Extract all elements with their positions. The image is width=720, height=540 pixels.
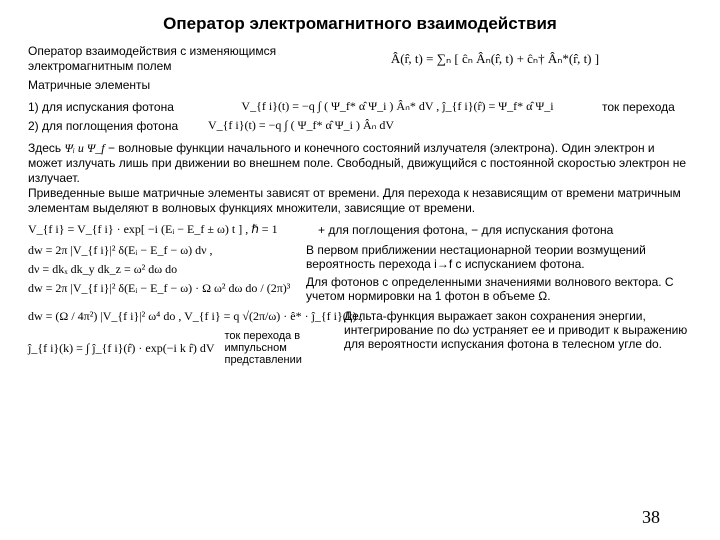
matrix-item1-note: ток перехода (602, 100, 692, 114)
matrix-item1-eq: V_{f i}(t) = −q ∫ ( Ψ_f* α̂ Ψ_i ) Âₙ* dV… (203, 99, 592, 114)
prob-text1: В первом приближении нестационарной теор… (306, 243, 692, 271)
intro-equation: Â(r̂, t) = ∑ₙ [ ĉₙ Âₙ(r̂, t) + ĉₙ† Âₙ*(r… (298, 51, 692, 67)
final-eq-j: ĵ_{f i}(k) = ∫ ĵ_{f i}(r̂) · exp(−i k r̂… (28, 341, 214, 356)
intro-text: Оператор взаимодействия с изменяющимся э… (28, 44, 288, 74)
matrix-item2-label: 2) для поглощения фотона (28, 119, 198, 133)
prob-eq-dw1: dw = 2π |V_{f i}|² δ(Eᵢ − E_f − ω) dν , (28, 243, 290, 258)
prob-eq-dnu: dν = dkₓ dk_y dk_z = ω² dω do (28, 262, 290, 277)
paragraph-timedep: Приведенные выше матричные элементы зави… (28, 186, 692, 216)
matrix-item2-eq: V_{f i}(t) = −q ∫ ( Ψ_f* α̂ Ψ_i ) Âₙ dV (208, 118, 394, 133)
matrix-item1-label: 1) для испускания фотона (28, 100, 193, 114)
matrix-heading: Матричные элементы (28, 78, 692, 93)
timefactor-note: + для поглощения фотона, − для испускани… (318, 223, 613, 237)
page-title: Оператор электромагнитного взаимодействи… (28, 14, 692, 34)
final-text: Дельта-функция выражает закон сохранения… (344, 309, 692, 351)
prob-text2: Для фотонов с определенными значениями в… (306, 275, 692, 303)
prob-eq-dw2: dw = 2π |V_{f i}|² δ(Eᵢ − E_f − ω) · Ω ω… (28, 281, 290, 296)
timefactor-eq: V_{f i} = V_{f i} · exp[ −i (Eᵢ − E_f ± … (28, 222, 308, 237)
final-eq-dw: dw = (Ω / 4π²) |V_{f i}|² ω⁴ do , V_{f i… (28, 309, 328, 324)
paragraph-wavefunctions: Здесь Ψᵢ и Ψ_f − волновые функции началь… (28, 141, 692, 186)
final-note: ток перехода в импульсном представлении (224, 330, 328, 366)
page-number: 38 (642, 507, 660, 528)
